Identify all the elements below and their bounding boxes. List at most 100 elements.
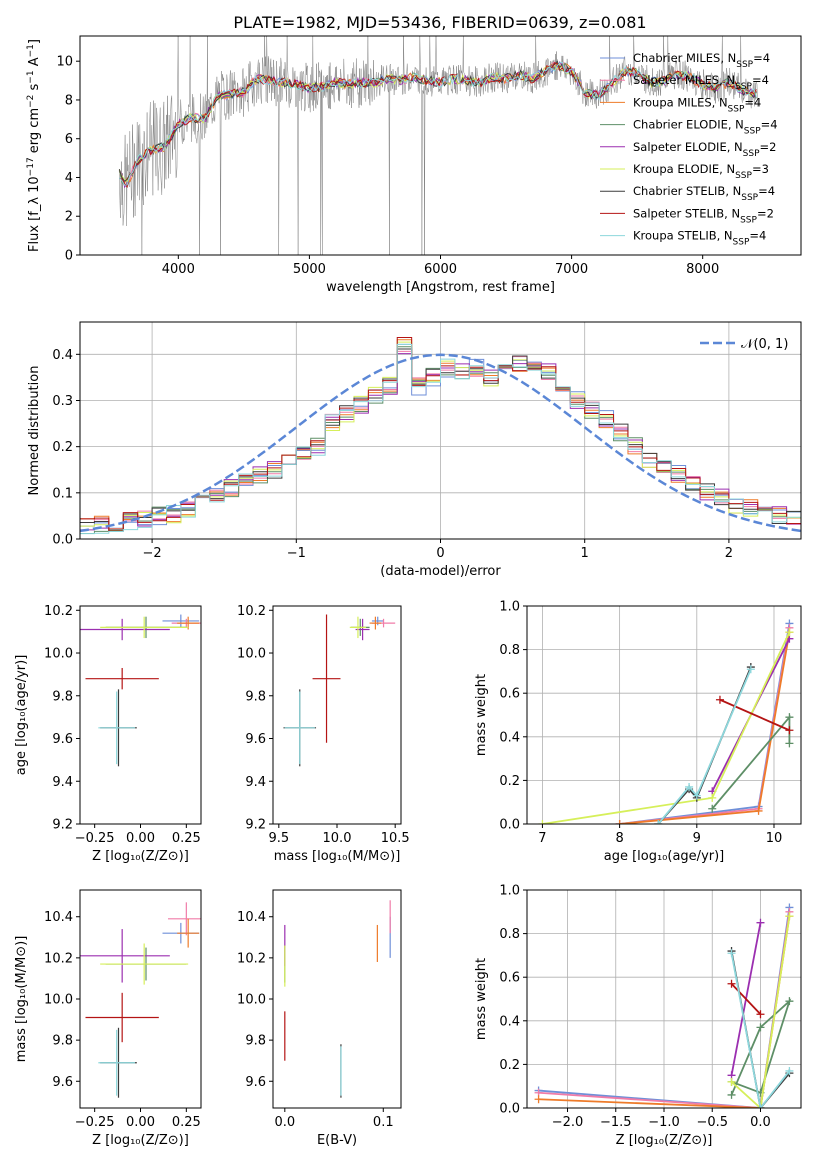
x-tick-label: 10 — [766, 831, 783, 846]
weight-series — [719, 698, 790, 732]
y-tick-label: 10.2 — [237, 604, 266, 619]
weight-marker — [746, 665, 755, 674]
x-tick-label: 9.5 — [268, 831, 289, 846]
x-tick-label: −1.5 — [600, 1115, 632, 1130]
weight-marker — [785, 713, 794, 722]
y-tick-label: 9.4 — [245, 775, 266, 790]
weight-marker — [727, 1090, 736, 1099]
axes-frame — [272, 605, 402, 825]
y-tick-label: 10 — [56, 55, 73, 70]
y-tick-label: 0 — [65, 249, 73, 264]
legend-entry: Chabrier MILES, NSSP=4 — [633, 51, 770, 70]
x-tick-label: 0.25 — [172, 831, 201, 846]
axes-frame — [79, 321, 802, 540]
weight-marker — [785, 628, 794, 637]
y-tick-label: 0.6 — [499, 687, 520, 702]
plot-area-weight-vs-Z — [534, 903, 794, 1108]
y-tick-label: 10.2 — [237, 951, 266, 966]
x-tick-label: 0.00 — [126, 1115, 155, 1130]
y-axis-label: age [log₁₀(age/yr)] — [14, 655, 29, 776]
weight-series — [619, 632, 791, 824]
weight-marker — [685, 782, 694, 791]
y-tick-label: 0.3 — [52, 394, 73, 409]
y-tick-label: 2 — [65, 210, 73, 225]
x-tick-label: 0 — [436, 546, 444, 561]
x-tick-label: 2 — [725, 546, 733, 561]
legend-entry: Kroupa MILES, NSSP=4 — [633, 95, 761, 114]
weight-marker — [785, 997, 794, 1006]
weight-marker — [708, 793, 717, 802]
weight-marker — [756, 1023, 765, 1032]
weight-marker — [692, 791, 701, 800]
x-tick-label: −2.0 — [552, 1115, 584, 1130]
weight-marker — [534, 1095, 543, 1104]
y-tick-label: 9.2 — [245, 818, 266, 833]
x-tick-label: 10.0 — [323, 831, 352, 846]
y-tick-label: 10.0 — [44, 647, 73, 662]
x-tick-label: 0.0 — [750, 1115, 771, 1130]
x-tick-label: 7 — [538, 831, 546, 846]
y-tick-label: 4 — [65, 171, 73, 186]
y-tick-label: 0.0 — [499, 1102, 520, 1117]
weight-marker — [785, 726, 794, 735]
y-tick-label: 0.8 — [499, 643, 520, 658]
y-axis-label: Normed distribution — [27, 366, 42, 496]
weight-marker — [654, 820, 663, 824]
plot-area-mass-vs-EBV — [284, 900, 391, 1098]
weight-marker — [538, 820, 547, 824]
x-tick-label: 0.0 — [274, 1115, 295, 1130]
model-spectrum — [118, 60, 757, 182]
y-tick-label: 1.0 — [499, 884, 520, 899]
weight-marker — [708, 804, 717, 813]
x-axis-label: Z [log₁₀(Z/Z⊙)] — [92, 849, 189, 864]
legend-entry: Kroupa STELIB, NSSP=4 — [633, 229, 766, 248]
plot-area-mass-vs-Z — [80, 902, 201, 1098]
legend-entry: 𝒩(0, 1) — [741, 337, 788, 352]
histogram-series — [80, 343, 801, 535]
weight-marker — [727, 1077, 736, 1086]
model-spectrum — [118, 61, 757, 186]
y-axis-label: mass weight — [474, 674, 489, 756]
weight-marker — [756, 918, 765, 927]
x-tick-label: −0.25 — [75, 831, 115, 846]
y-tick-label: 0.4 — [52, 348, 73, 363]
x-tick-label: −0.5 — [696, 1115, 728, 1130]
y-tick-label: 10.0 — [237, 647, 266, 662]
y-tick-label: 0.4 — [499, 1014, 520, 1029]
weight-marker — [756, 1010, 765, 1019]
plot-area-age-vs-mass — [283, 614, 396, 767]
y-tick-label: 9.8 — [245, 1034, 266, 1049]
y-tick-label: 10.4 — [237, 910, 266, 925]
x-tick-label: 6000 — [424, 262, 457, 277]
y-tick-label: 9.8 — [52, 689, 73, 704]
y-tick-label: 0.1 — [52, 486, 73, 501]
y-tick-label: 9.6 — [245, 732, 266, 747]
axes-frame — [272, 889, 402, 1109]
weight-series — [657, 668, 752, 824]
model-spectrum — [118, 61, 757, 184]
weight-marker — [727, 949, 736, 958]
axes-frame — [79, 889, 202, 1109]
x-axis-label: wavelength [Angstrom, rest frame] — [326, 280, 555, 295]
legend-entry: Salpeter MILES, NSSP=4 — [633, 73, 769, 92]
y-axis-label: Flux [f_λ 10−17 erg cm−2 s−1 A−1] — [26, 39, 42, 252]
y-tick-label: 9.2 — [52, 818, 73, 833]
weight-series — [542, 631, 791, 824]
y-tick-label: 9.4 — [52, 775, 73, 790]
y-tick-label: 10.4 — [44, 910, 73, 925]
y-axis-label: mass weight — [474, 958, 489, 1040]
x-tick-label: 9 — [693, 831, 701, 846]
plot-area-weight-vs-age — [538, 619, 794, 824]
legend-entry: Salpeter STELIB, NSSP=2 — [633, 206, 774, 225]
y-tick-label: 0.2 — [499, 774, 520, 789]
x-tick-label: 7000 — [555, 262, 588, 277]
x-tick-label: 0.25 — [172, 1115, 201, 1130]
x-tick-label: 0.00 — [126, 831, 155, 846]
y-tick-label: 9.6 — [245, 1075, 266, 1090]
plot-area-residual-histogram — [80, 336, 801, 535]
y-tick-label: 6 — [65, 132, 73, 147]
y-tick-label: 10.2 — [44, 951, 73, 966]
gaussian-curve — [80, 353, 801, 533]
weight-marker — [785, 739, 794, 748]
